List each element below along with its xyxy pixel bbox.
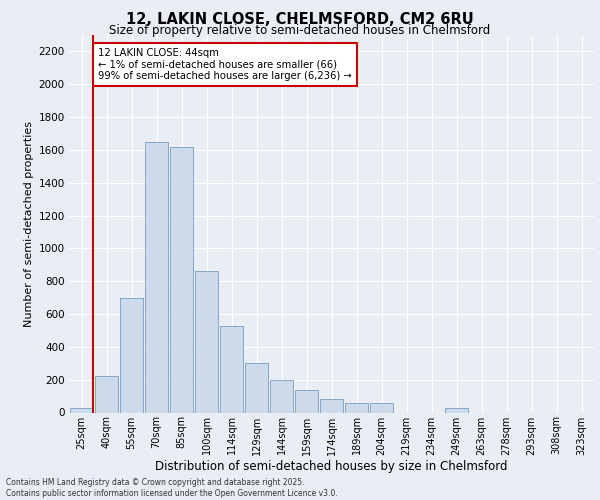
- Bar: [370, 402, 394, 412]
- Bar: [445, 408, 469, 412]
- Bar: [320, 400, 343, 412]
- Text: Contains HM Land Registry data © Crown copyright and database right 2025.
Contai: Contains HM Land Registry data © Crown c…: [6, 478, 338, 498]
- Bar: [145, 142, 169, 412]
- Y-axis label: Number of semi-detached properties: Number of semi-detached properties: [25, 120, 34, 327]
- Bar: [95, 376, 118, 412]
- Bar: [70, 408, 94, 412]
- Bar: [344, 402, 368, 412]
- Text: 12, LAKIN CLOSE, CHELMSFORD, CM2 6RU: 12, LAKIN CLOSE, CHELMSFORD, CM2 6RU: [126, 12, 474, 28]
- Bar: [295, 390, 319, 412]
- Text: 12 LAKIN CLOSE: 44sqm
← 1% of semi-detached houses are smaller (66)
99% of semi-: 12 LAKIN CLOSE: 44sqm ← 1% of semi-detac…: [98, 48, 352, 82]
- Bar: [269, 380, 293, 412]
- Bar: [245, 364, 268, 412]
- X-axis label: Distribution of semi-detached houses by size in Chelmsford: Distribution of semi-detached houses by …: [155, 460, 508, 473]
- Bar: [170, 146, 193, 412]
- Text: Size of property relative to semi-detached houses in Chelmsford: Size of property relative to semi-detach…: [109, 24, 491, 37]
- Bar: [194, 272, 218, 412]
- Bar: [220, 326, 244, 412]
- Bar: [119, 298, 143, 412]
